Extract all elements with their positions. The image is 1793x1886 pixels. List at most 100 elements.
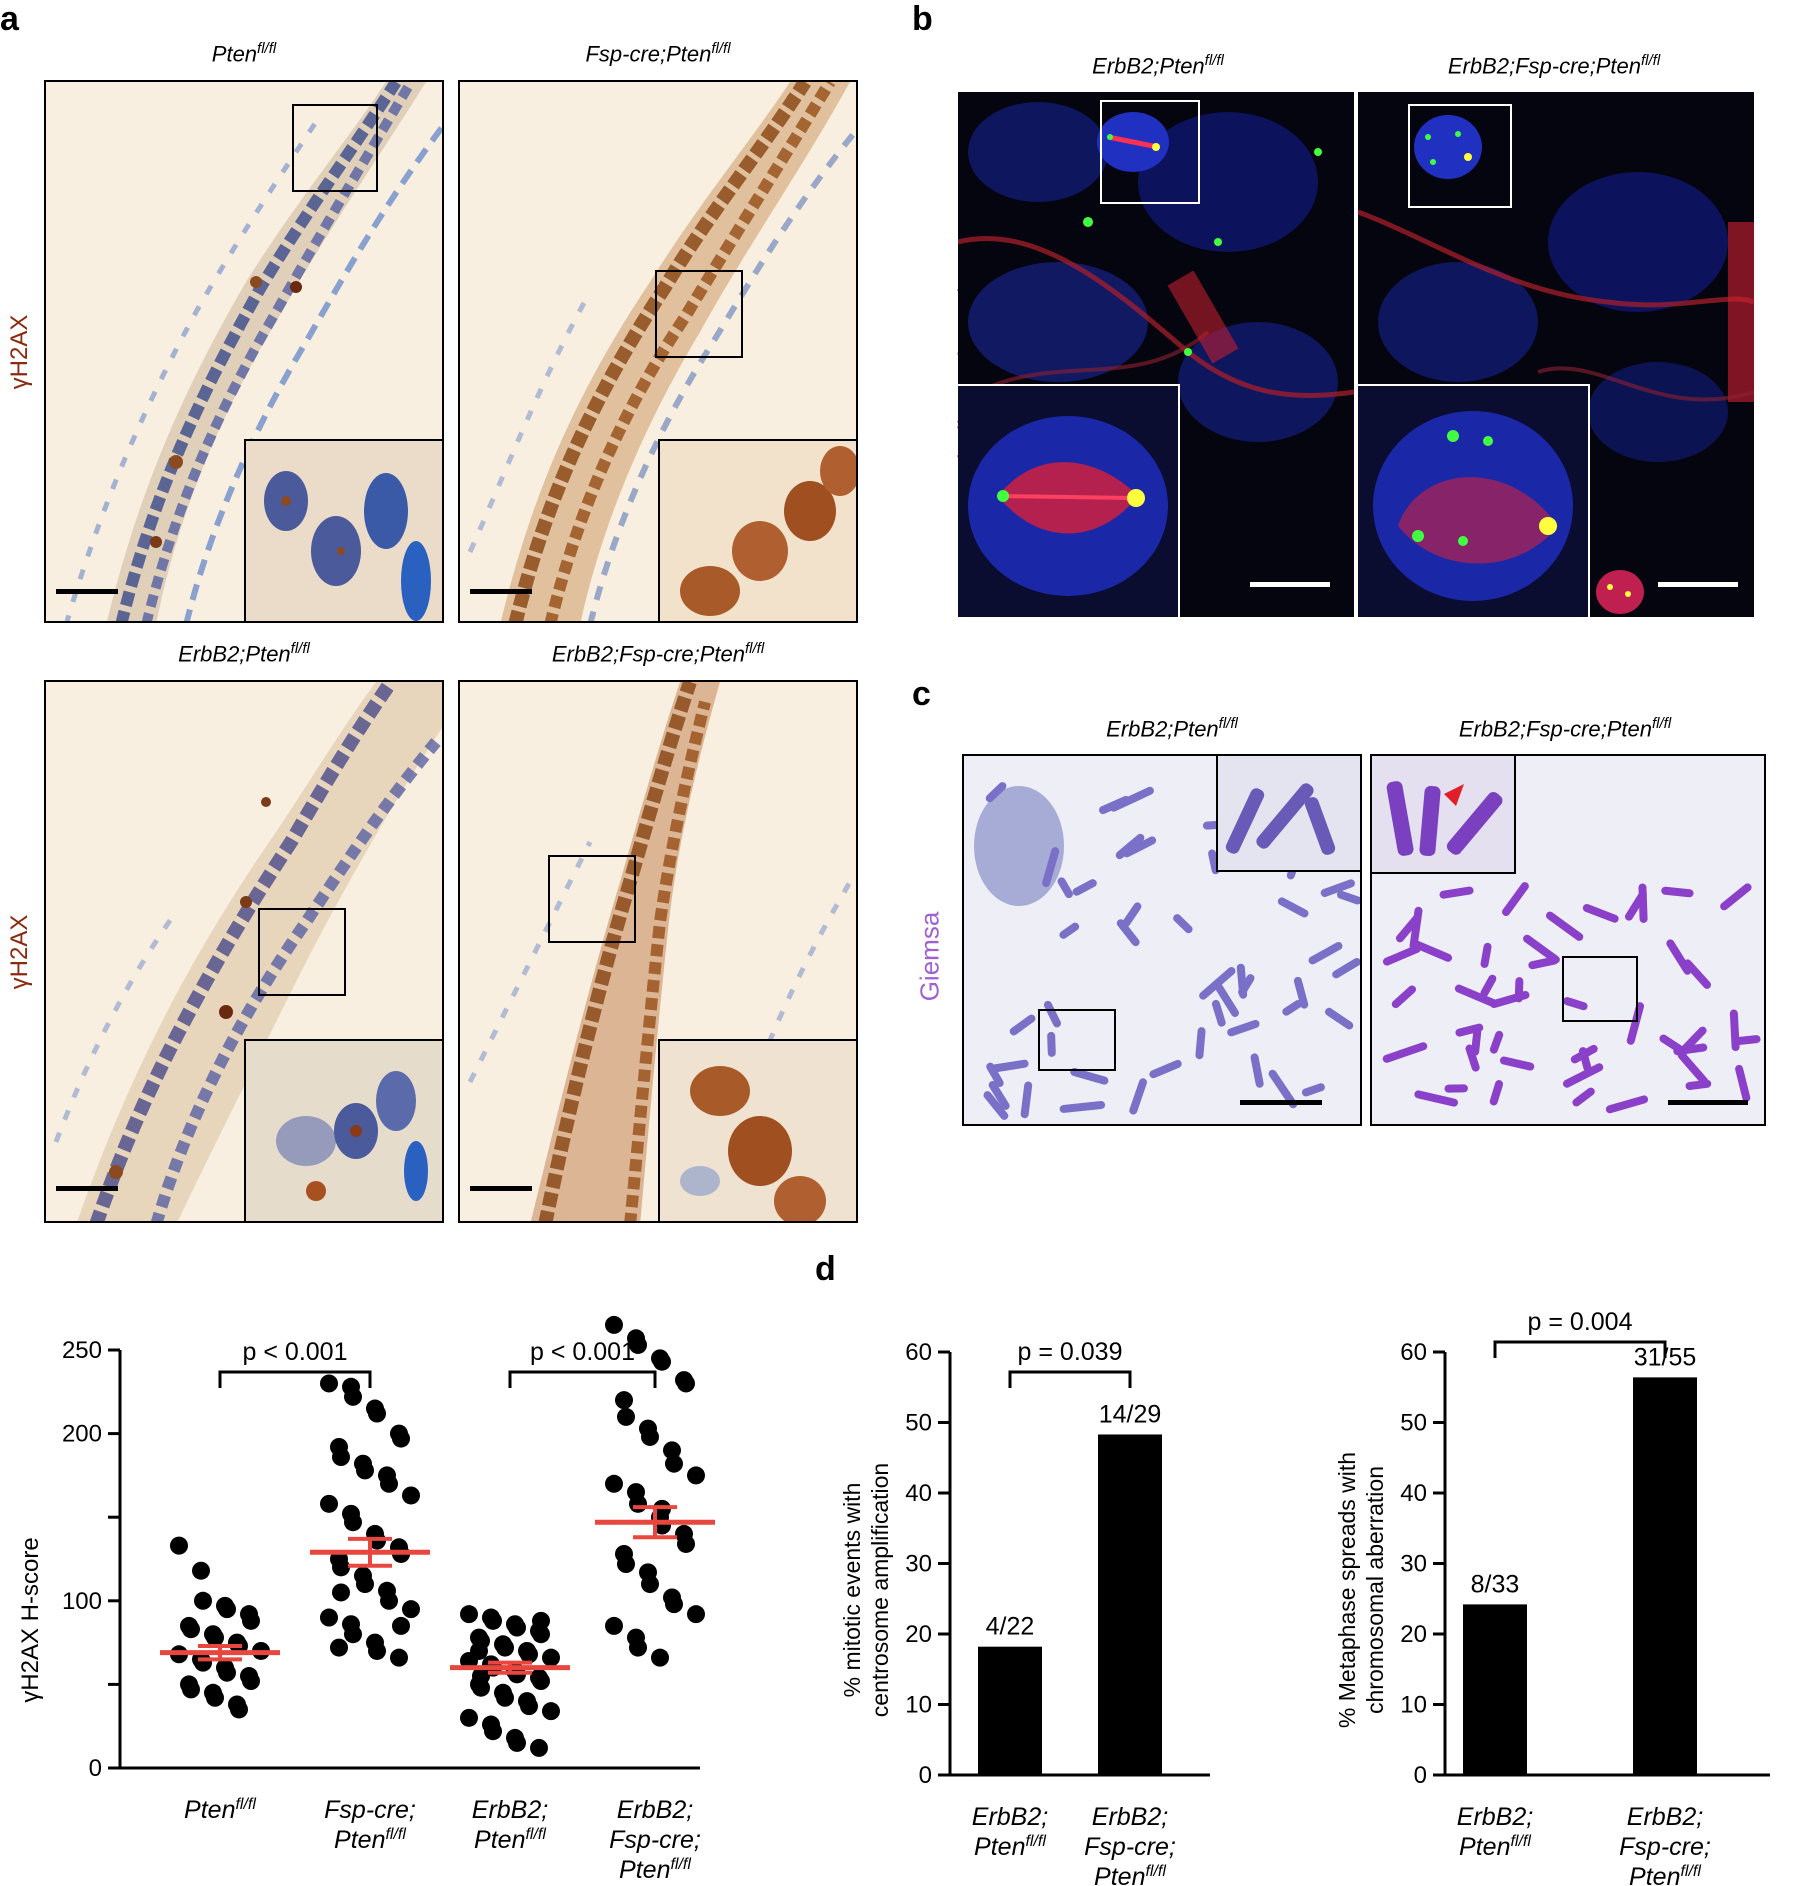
data-point: [520, 1645, 538, 1664]
chromosome: [1638, 883, 1648, 923]
bar: [1463, 1604, 1527, 1775]
if-cells-drawing: [1358, 115, 1754, 462]
y-tick-label: 0: [1414, 1762, 1427, 1789]
centrosome-y-axis-label-2: centrosome amplification: [867, 1463, 893, 1717]
panel-b-title-2: ErbB2;Fsp-cre;Ptenfl/fl: [1447, 52, 1661, 79]
y-tick-label: 0: [919, 1762, 932, 1789]
if-small-cell: [1590, 562, 1650, 617]
significance-bracket: [508, 1370, 657, 1388]
y-tick-label: 10: [905, 1692, 932, 1719]
panel-label-b: b: [912, 0, 933, 38]
category-label-2-line-1: ErbB2;: [1627, 1803, 1703, 1831]
centrosome-y-axis-label-1: % mitotic events with: [839, 1483, 865, 1698]
p-value-label: p < 0.001: [530, 1338, 635, 1366]
chromosome: [1391, 985, 1417, 1009]
chromosome: [1282, 1000, 1303, 1016]
ihc-tissue-drawing: [64, 82, 442, 621]
y-tick-label: 250: [62, 1337, 102, 1364]
data-point: [218, 1600, 236, 1619]
chromosome: [1444, 1084, 1468, 1093]
p-value-label: p = 0.004: [1528, 1308, 1633, 1336]
scale-bar: [1250, 582, 1330, 587]
giemsa-inset-1: [1216, 756, 1360, 872]
hscore-category-labels: Ptenfl/fl Fsp-cre;Ptenfl/flErbB2;Ptenfl/f…: [184, 1796, 701, 1884]
scale-bar: [470, 1186, 532, 1191]
data-point: [320, 1494, 338, 1513]
data-point: [641, 1575, 659, 1594]
data-point: [206, 1628, 224, 1647]
chromosome: [1057, 877, 1073, 899]
data-point: [192, 1561, 210, 1580]
data-point: [194, 1653, 212, 1672]
data-point: [508, 1618, 526, 1637]
chromosome: [1129, 1078, 1147, 1115]
chromosome: [1149, 1059, 1182, 1079]
data-point: [629, 1638, 647, 1657]
data-point: [605, 1616, 623, 1635]
bar-data-label: 14/29: [1099, 1400, 1162, 1428]
data-point: [320, 1608, 338, 1627]
scale-bar: [56, 589, 118, 594]
category-label-1-line-1: Ptenfl/fl: [184, 1796, 256, 1824]
panel-a-title-3: ErbB2;Ptenfl/fl: [178, 640, 310, 667]
centrosome-axes: 0 10 20 30 40 50 60: [905, 1339, 1210, 1789]
data-point: [605, 1315, 623, 1334]
scale-bar: [56, 1186, 118, 1191]
y-tick-label: 40: [905, 1480, 932, 1507]
ihc-zoom-box-1: [292, 104, 378, 192]
data-point: [460, 1708, 478, 1727]
data-point: [332, 1448, 350, 1467]
panel-c-title-1: ErbB2;Ptenfl/fl: [1106, 715, 1238, 742]
significance-bracket: [1493, 1340, 1667, 1358]
significance-bracket: [218, 1370, 372, 1388]
chromosome: [1412, 940, 1453, 962]
chromosome: [1072, 879, 1097, 896]
aberration-arrowhead-icon: [1444, 784, 1464, 806]
chromosome: [1293, 976, 1309, 1009]
giemsa-image-erbb2-fsp-cre-pten: [1370, 754, 1766, 1126]
scale-bar: [1668, 1100, 1748, 1105]
y-tick-label: 50: [1400, 1410, 1427, 1437]
data-point: [356, 1575, 374, 1594]
hscore-annotations: p < 0.001 p < 0.001: [218, 1338, 657, 1388]
chromosome: [1720, 883, 1752, 911]
scale-bar: [470, 589, 532, 594]
y-tick-label: 20: [905, 1621, 932, 1648]
data-point: [472, 1667, 490, 1686]
chromosome-drawing: [974, 782, 1360, 1120]
data-point: [356, 1461, 374, 1480]
category-label-2-line-2: Fsp-cre;: [1084, 1833, 1176, 1861]
chromosome: [1499, 1056, 1535, 1071]
chromosome: [1523, 934, 1560, 964]
data-point: [344, 1387, 362, 1406]
if-zoom-box-1: [1100, 100, 1200, 204]
chromosome: [1471, 1028, 1482, 1056]
data-point: [520, 1697, 538, 1716]
data-point: [496, 1638, 514, 1657]
if-cells-drawing: [958, 102, 1354, 442]
data-point: [484, 1611, 502, 1630]
data-point: [665, 1454, 683, 1473]
chromosome: [1489, 1080, 1504, 1106]
chromosome: [991, 1059, 1029, 1073]
metaphase-annotation: p = 0.004: [1493, 1308, 1667, 1358]
chromosome: [1308, 941, 1343, 965]
data-point: [663, 1441, 681, 1460]
data-point: [460, 1605, 478, 1624]
chromosome: [1572, 1087, 1595, 1107]
data-point: [170, 1536, 188, 1555]
chromosome: [1173, 914, 1193, 934]
chromosome: [1215, 983, 1239, 1017]
data-point: [629, 1335, 647, 1354]
chromosome: [1332, 957, 1360, 979]
chromosome: [988, 1081, 1010, 1110]
chromosome: [1395, 913, 1422, 943]
chromosome: [1480, 942, 1492, 968]
metaphase-bar-chart: % Metaphase spreads with chromosomal abe…: [1334, 1308, 1770, 1886]
chromosome: [1301, 1083, 1325, 1097]
chromosome: [1268, 1069, 1298, 1109]
y-tick-label: 100: [62, 1588, 102, 1615]
chromosome: [1337, 890, 1360, 905]
data-point: [392, 1429, 410, 1448]
chromosome: [1454, 984, 1499, 1008]
